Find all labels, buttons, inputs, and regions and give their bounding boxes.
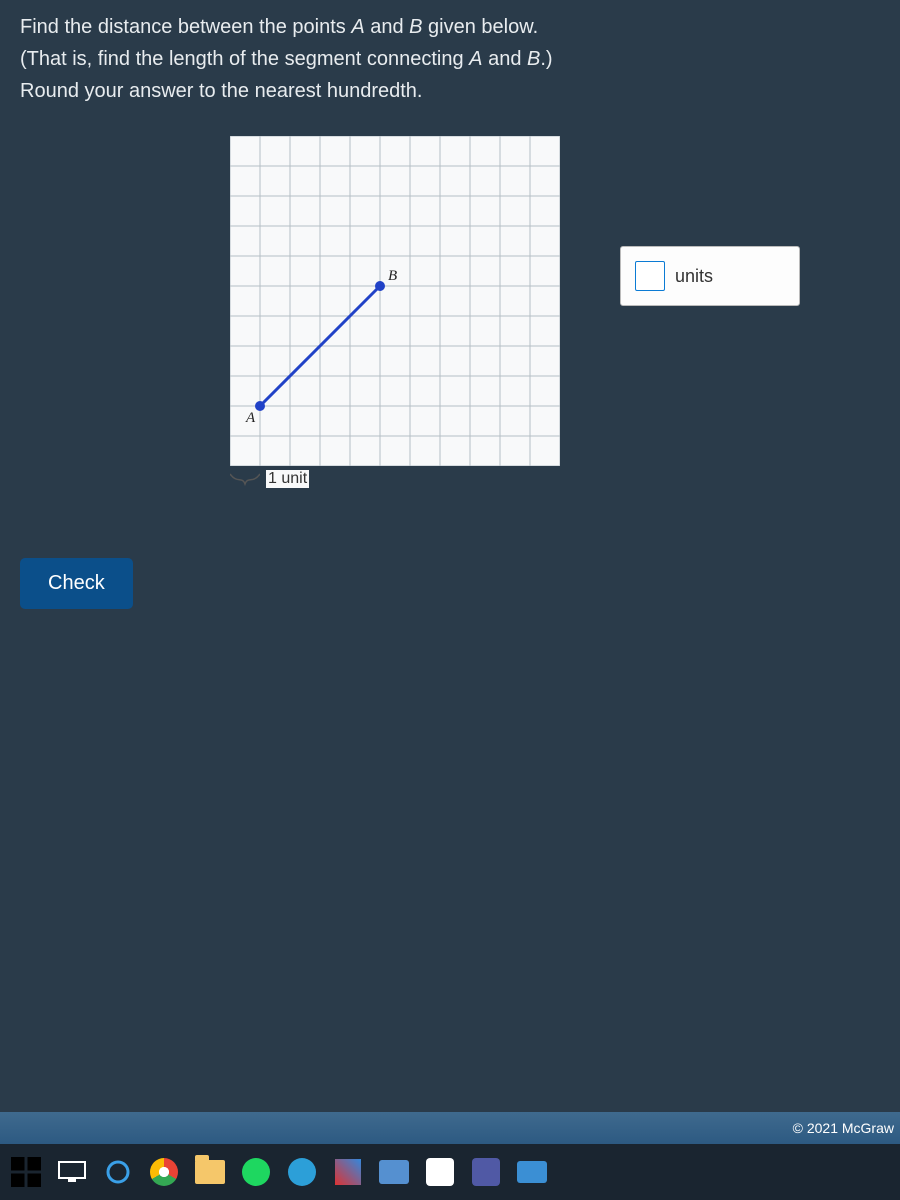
text: and [365, 16, 409, 38]
task-view-icon[interactable] [54, 1154, 90, 1190]
var-a: A [351, 16, 364, 38]
text: Find the distance between the points [20, 16, 351, 38]
question-line-1: Find the distance between the points A a… [20, 12, 880, 42]
text: given below. [423, 16, 539, 38]
answer-box: units [620, 246, 800, 306]
graph-container: AB 1 unit [230, 136, 560, 488]
paint-icon[interactable] [422, 1154, 458, 1190]
text: .) [540, 48, 552, 70]
unit-indicator: 1 unit [230, 470, 309, 488]
start-icon[interactable] [8, 1154, 44, 1190]
text: (That is, find the length of the segment… [20, 48, 469, 70]
footer-bar: © 2021 McGraw [0, 1112, 900, 1144]
snip-icon[interactable] [376, 1154, 412, 1190]
var-a: A [469, 48, 482, 70]
answer-input[interactable] [635, 261, 665, 291]
answer-units-label: units [675, 266, 713, 287]
spotify-icon[interactable] [238, 1154, 274, 1190]
teams-icon[interactable] [468, 1154, 504, 1190]
flag-icon[interactable] [330, 1154, 366, 1190]
text: and [483, 48, 527, 70]
svg-text:A: A [245, 410, 256, 426]
question-line-3: Round your answer to the nearest hundred… [20, 76, 880, 106]
question-text: Find the distance between the points A a… [0, 0, 900, 508]
chrome-icon[interactable] [146, 1154, 182, 1190]
cortana-icon[interactable] [100, 1154, 136, 1190]
unit-label: 1 unit [266, 470, 309, 488]
copyright-text: © 2021 McGraw [793, 1120, 894, 1136]
var-b: B [409, 16, 422, 38]
camera-icon[interactable] [514, 1154, 550, 1190]
taskbar [0, 1144, 900, 1200]
check-button[interactable]: Check [20, 558, 133, 609]
question-line-2: (That is, find the length of the segment… [20, 44, 880, 74]
var-b: B [527, 48, 540, 70]
svg-text:B: B [388, 268, 397, 284]
folder-icon[interactable] [192, 1154, 228, 1190]
coordinate-grid: AB [230, 136, 560, 466]
ie-icon[interactable] [284, 1154, 320, 1190]
